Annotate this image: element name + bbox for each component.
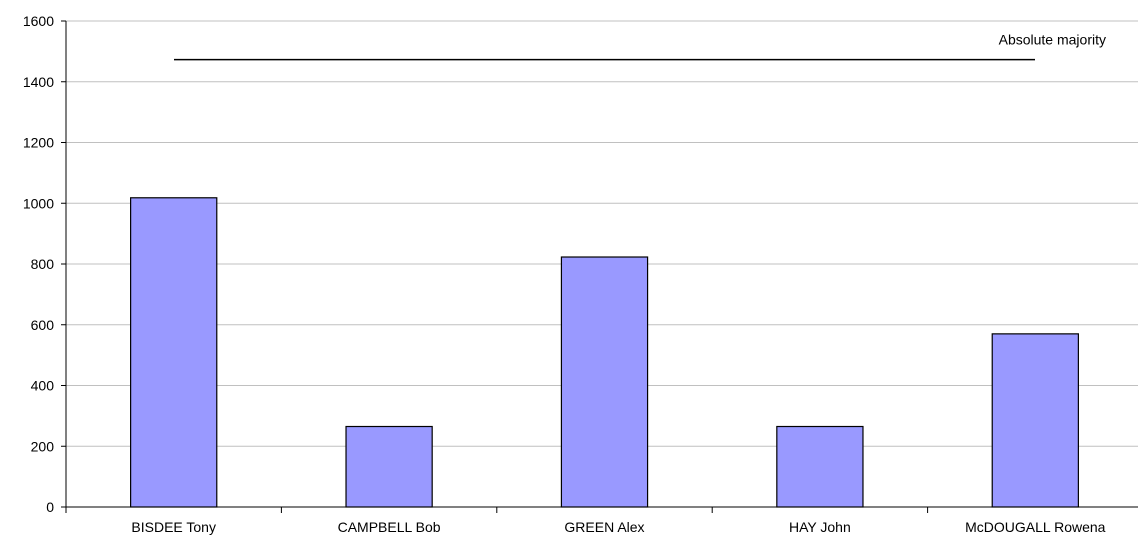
x-tick-label: GREEN Alex — [564, 519, 644, 535]
x-tick-label: CAMPBELL Bob — [338, 519, 441, 535]
y-tick-labels: 0 200 400 600 800 1000 1200 1400 1600 — [23, 13, 54, 515]
axes — [61, 20, 1138, 513]
bar — [560, 256, 649, 508]
y-tick-label: 1200 — [23, 135, 54, 151]
annotations: Absolute majority — [174, 32, 1106, 61]
x-tick-label: McDOUGALL Rowena — [965, 519, 1106, 535]
x-tick-label: HAY John — [789, 519, 851, 535]
y-tick-label: 400 — [31, 378, 55, 394]
absolute-majority-label: Absolute majority — [999, 32, 1106, 48]
y-tick-label: 1400 — [23, 74, 54, 90]
x-tick-label: BISDEE Tony — [131, 519, 216, 535]
y-tick-label: 0 — [46, 499, 54, 515]
y-tick-label: 800 — [31, 256, 55, 272]
x-tick-labels: BISDEE Tony CAMPBELL Bob GREEN Alex HAY Joh… — [131, 519, 1105, 535]
bars — [130, 197, 1079, 508]
bar — [991, 333, 1079, 508]
y-tick-label: 1000 — [23, 195, 54, 211]
y-tick-label: 600 — [31, 317, 55, 333]
bar — [130, 197, 218, 508]
bar — [345, 425, 433, 508]
y-tick-label: 1600 — [23, 13, 54, 29]
bar — [776, 425, 864, 508]
y-tick-label: 200 — [31, 438, 55, 454]
